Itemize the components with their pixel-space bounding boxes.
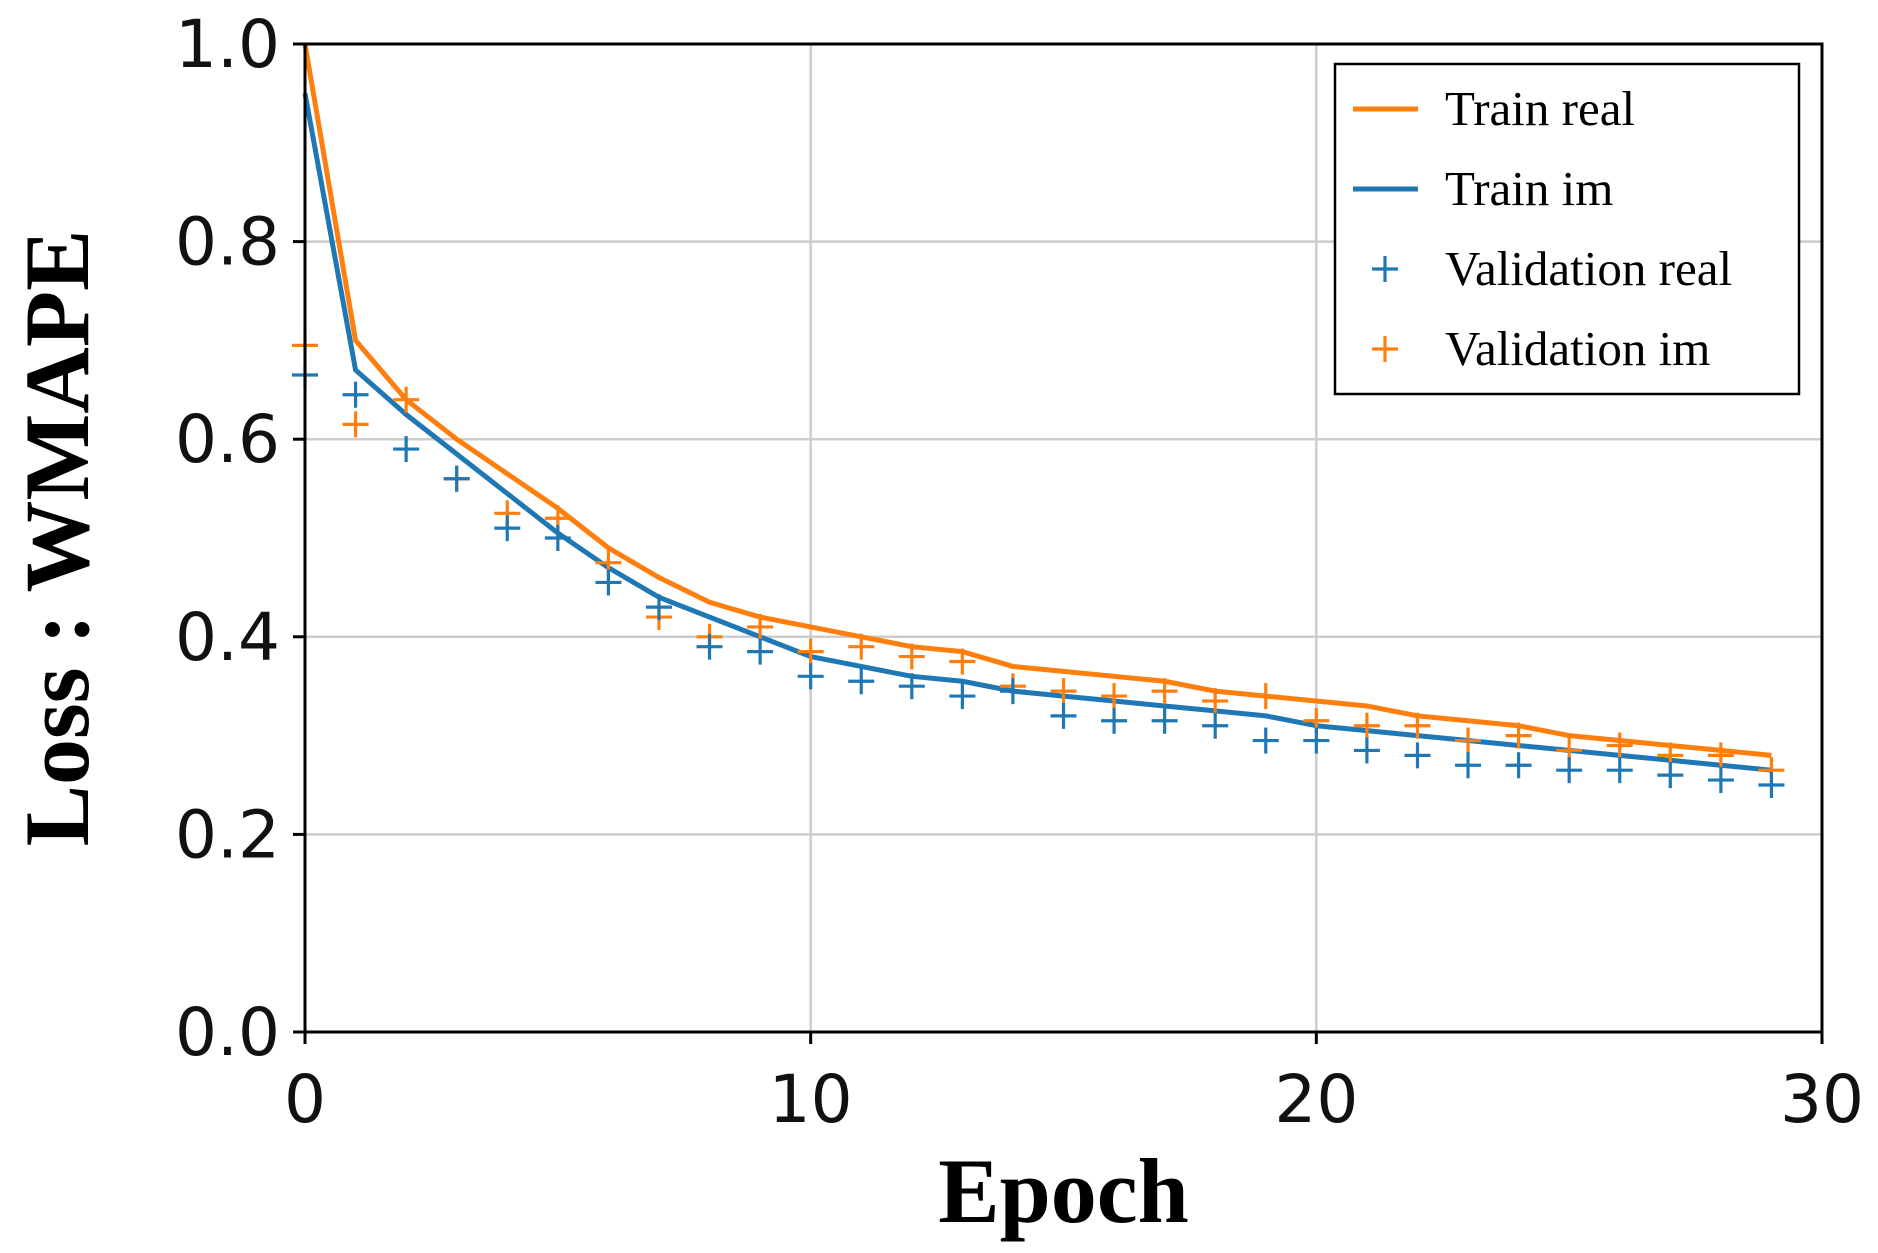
marker-validation-im	[1707, 742, 1734, 769]
legend-label: Validation im	[1445, 321, 1710, 376]
marker-validation-real	[1505, 752, 1532, 779]
y-tick-label: 0.6	[175, 401, 280, 478]
legend: Train real Train im Validation real Validat…	[1333, 62, 1801, 396]
marker-validation-im	[949, 648, 976, 675]
x-tick-label: 10	[769, 1061, 853, 1138]
x-tick-label: 20	[1274, 1061, 1358, 1138]
marker-validation-real	[1050, 702, 1077, 729]
marker-validation-im	[342, 411, 369, 438]
x-axis-title: Epoch	[938, 1140, 1189, 1242]
series-line-train-real	[302, 43, 1772, 758]
marker-validation-real	[1151, 707, 1178, 734]
marker-validation-real	[999, 678, 1026, 705]
marker-validation-real	[797, 663, 824, 690]
legend-swatch-marker	[1372, 256, 1398, 282]
marker-validation-real	[1606, 757, 1633, 784]
marker-validation-real	[595, 569, 622, 596]
marker-validation-real	[747, 638, 774, 665]
marker-validation-real	[1303, 727, 1330, 754]
marker-validation-real	[949, 683, 976, 710]
marker-validation-real	[696, 633, 723, 660]
marker-validation-im	[1101, 683, 1128, 710]
marker-validation-real	[848, 668, 875, 695]
marker-validation-real	[544, 525, 571, 551]
legend-label: Train im	[1445, 161, 1613, 216]
marker-validation-real	[1101, 707, 1128, 734]
y-tick-label: 1.0	[175, 6, 280, 83]
marker-validation-im	[1151, 678, 1178, 705]
y-axis-title: Loss : WMAPE	[6, 230, 108, 847]
x-tick-label: 30	[1780, 1061, 1864, 1138]
marker-validation-im	[1050, 678, 1077, 705]
marker-validation-real	[1202, 712, 1229, 739]
marker-validation-real	[898, 673, 925, 700]
marker-validation-real	[1404, 742, 1431, 769]
marker-validation-real	[494, 515, 521, 542]
marker-validation-real	[342, 381, 369, 408]
marker-validation-im	[747, 613, 774, 640]
legend-label: Validation real	[1445, 241, 1732, 296]
marker-validation-im	[1404, 712, 1431, 739]
marker-validation-real	[443, 465, 470, 492]
marker-validation-real	[1758, 772, 1785, 798]
marker-validation-im	[1606, 732, 1633, 759]
plot-frame	[303, 42, 1824, 1034]
legend-box	[1333, 62, 1801, 396]
legend-swatch-marker	[1372, 336, 1398, 362]
marker-validation-im	[1353, 712, 1380, 739]
marker-validation-real	[1455, 752, 1482, 779]
y-tick-label: 0.0	[175, 994, 280, 1071]
y-tick-label: 0.2	[175, 796, 280, 873]
series-line-train-im	[302, 92, 1772, 773]
y-tick-label: 0.8	[175, 204, 280, 281]
marker-validation-im	[1252, 683, 1279, 710]
marker-validation-real	[393, 436, 420, 463]
marker-validation-im	[1505, 722, 1532, 749]
marker-validation-im	[393, 386, 420, 413]
marker-validation-real	[645, 594, 672, 621]
marker-validation-real	[1707, 767, 1734, 794]
y-tick-label: 0.4	[175, 599, 280, 676]
marker-validation-real	[1556, 757, 1583, 784]
marker-validation-real	[1252, 727, 1279, 754]
marker-validation-im	[1455, 727, 1482, 754]
marker-validation-im	[1202, 688, 1229, 715]
x-tick-label: 0	[284, 1061, 326, 1138]
legend-label: Train real	[1445, 81, 1635, 136]
marker-validation-im	[848, 633, 875, 660]
marker-validation-im	[797, 638, 824, 665]
marker-validation-im	[898, 643, 925, 670]
marker-validation-real	[1353, 737, 1380, 764]
marker-validation-real	[1657, 762, 1684, 789]
tick-layer: 0 10 20 30 0.0 0.2 0.4 0.6 0.8 1.0	[175, 6, 1864, 1138]
